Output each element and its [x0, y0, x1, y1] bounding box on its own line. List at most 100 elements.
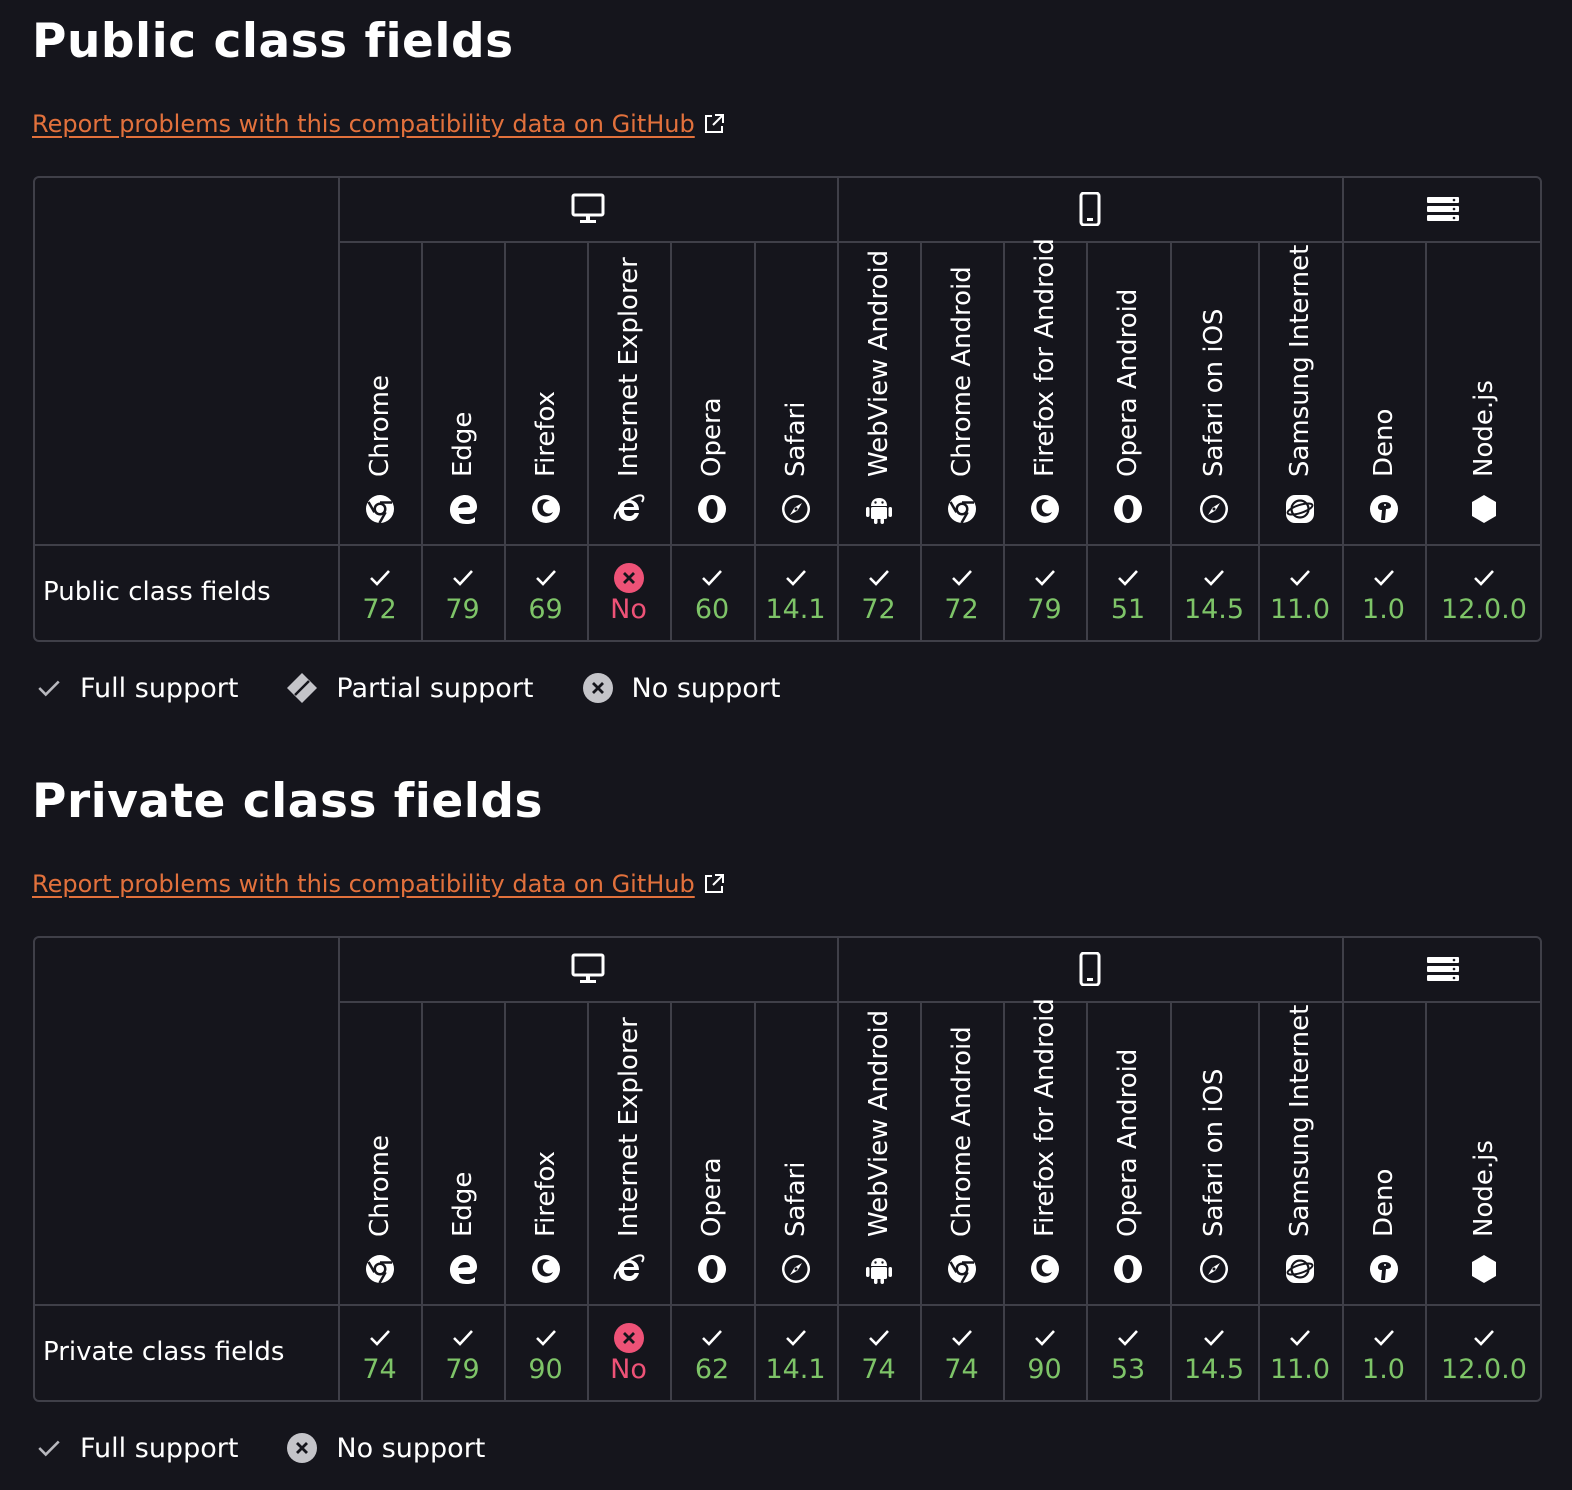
browser-header: Internet Explorer [587, 1003, 670, 1303]
divider [1170, 1001, 1172, 1400]
opera-icon [696, 493, 728, 525]
divider [1425, 241, 1427, 640]
report-github-link[interactable]: Report problems with this compatibility … [32, 870, 725, 898]
browser-icon-wrap [1284, 1253, 1316, 1285]
version-label: 90 [1027, 1354, 1062, 1385]
legend-icon-wrap [286, 1432, 318, 1464]
full-support-mark [421, 1322, 504, 1354]
support-cell[interactable]: 79 [1003, 562, 1086, 640]
opera-icon [1112, 493, 1144, 525]
browser-name: Node.js [1469, 380, 1499, 477]
partial-diamond-icon [286, 672, 318, 704]
support-cell[interactable]: 79 [421, 1322, 504, 1400]
full-support-mark [1086, 562, 1170, 594]
external-link-icon [703, 113, 725, 135]
support-cell[interactable]: 14.5 [1170, 562, 1258, 640]
legend-label: No support [631, 672, 781, 704]
check-icon [1288, 566, 1312, 590]
full-support-mark [920, 562, 1003, 594]
support-cell[interactable]: 90 [1003, 1322, 1086, 1400]
check-icon [534, 1326, 558, 1350]
full-support-mark [504, 1322, 587, 1354]
support-cell[interactable]: 74 [837, 1322, 920, 1400]
no-support-badge [587, 1322, 670, 1354]
browser-header: Edge [421, 1003, 504, 1303]
support-cell[interactable]: 51 [1086, 562, 1170, 640]
full-support-mark [421, 562, 504, 594]
full-support-mark [1425, 562, 1540, 594]
support-cell[interactable]: 12.0.0 [1425, 1322, 1540, 1400]
check-icon [451, 566, 475, 590]
browser-name: Firefox for Android [1029, 238, 1060, 477]
browser-icon-wrap [613, 1253, 645, 1285]
support-cell[interactable]: 72 [338, 562, 421, 640]
browser-header: Internet Explorer [587, 243, 670, 543]
browser-header: Firefox for Android [1003, 998, 1086, 1303]
safari-icon [1198, 1253, 1230, 1285]
firefox-icon [530, 1253, 562, 1285]
full-support-mark [1170, 562, 1258, 594]
browser-icon-wrap [1284, 493, 1316, 525]
browser-icon-wrap [696, 1253, 728, 1285]
version-label: No [610, 594, 647, 625]
browser-header: Chrome Android [920, 243, 1003, 543]
divider [338, 178, 340, 640]
full-support-mark [1258, 562, 1342, 594]
version-label: 90 [528, 1354, 563, 1385]
check-icon [1116, 1326, 1140, 1350]
support-cell[interactable]: 14.5 [1170, 1322, 1258, 1400]
legend-item: Full support [36, 1433, 238, 1464]
divider [837, 178, 839, 640]
divider [35, 1304, 1540, 1306]
chrome-icon [946, 493, 978, 525]
version-label: No [610, 1354, 647, 1385]
divider [1170, 241, 1172, 640]
support-cell[interactable]: 60 [670, 562, 754, 640]
feature-name: Public class fields [43, 577, 271, 607]
support-cell[interactable]: 53 [1086, 1322, 1170, 1400]
support-cell[interactable]: 72 [837, 562, 920, 640]
support-cell[interactable]: 62 [670, 1322, 754, 1400]
chrome-icon [364, 1253, 396, 1285]
firefox-icon [1029, 493, 1061, 525]
android-icon [863, 493, 895, 525]
mobile-icon [1073, 951, 1107, 987]
divider [1086, 1001, 1088, 1400]
support-cell[interactable]: 11.0 [1258, 562, 1342, 640]
version-label: 12.0.0 [1441, 594, 1527, 625]
opera-icon [696, 1253, 728, 1285]
support-cell[interactable]: 14.1 [754, 562, 837, 640]
support-cell[interactable]: 79 [421, 562, 504, 640]
browser-icon-wrap [780, 1253, 812, 1285]
browser-name: Samsung Internet [1285, 1004, 1315, 1237]
internet-explorer-icon [613, 493, 645, 525]
support-cell[interactable]: 69 [504, 562, 587, 640]
full-support-mark [338, 562, 421, 594]
desktop-icon [571, 952, 605, 986]
support-cell[interactable]: No [587, 1322, 670, 1400]
support-cell[interactable]: 1.0 [1342, 562, 1425, 640]
support-cell[interactable]: 12.0.0 [1425, 562, 1540, 640]
report-github-link[interactable]: Report problems with this compatibility … [32, 110, 725, 138]
support-cell[interactable]: 74 [920, 1322, 1003, 1400]
edge-icon [447, 1253, 479, 1285]
check-icon [700, 1326, 724, 1350]
support-cell[interactable]: 11.0 [1258, 1322, 1342, 1400]
firefox-icon [530, 493, 562, 525]
divider [504, 241, 506, 640]
browser-icon-wrap [1468, 493, 1500, 525]
compat-table: Chrome Edge Firefox Internet Explorer Opera S… [33, 176, 1542, 642]
divider [754, 241, 756, 640]
support-cell[interactable]: 72 [920, 562, 1003, 640]
platform-desktop [571, 192, 605, 226]
support-cell[interactable]: No [587, 562, 670, 640]
support-cell[interactable]: 1.0 [1342, 1322, 1425, 1400]
full-support-mark [1086, 1322, 1170, 1354]
legend-check-icon [36, 1435, 62, 1461]
support-cell[interactable]: 14.1 [754, 1322, 837, 1400]
browser-header: Chrome Android [920, 1003, 1003, 1303]
check-icon [784, 1326, 808, 1350]
support-cell[interactable]: 74 [338, 1322, 421, 1400]
safari-icon [780, 493, 812, 525]
support-cell[interactable]: 90 [504, 1322, 587, 1400]
